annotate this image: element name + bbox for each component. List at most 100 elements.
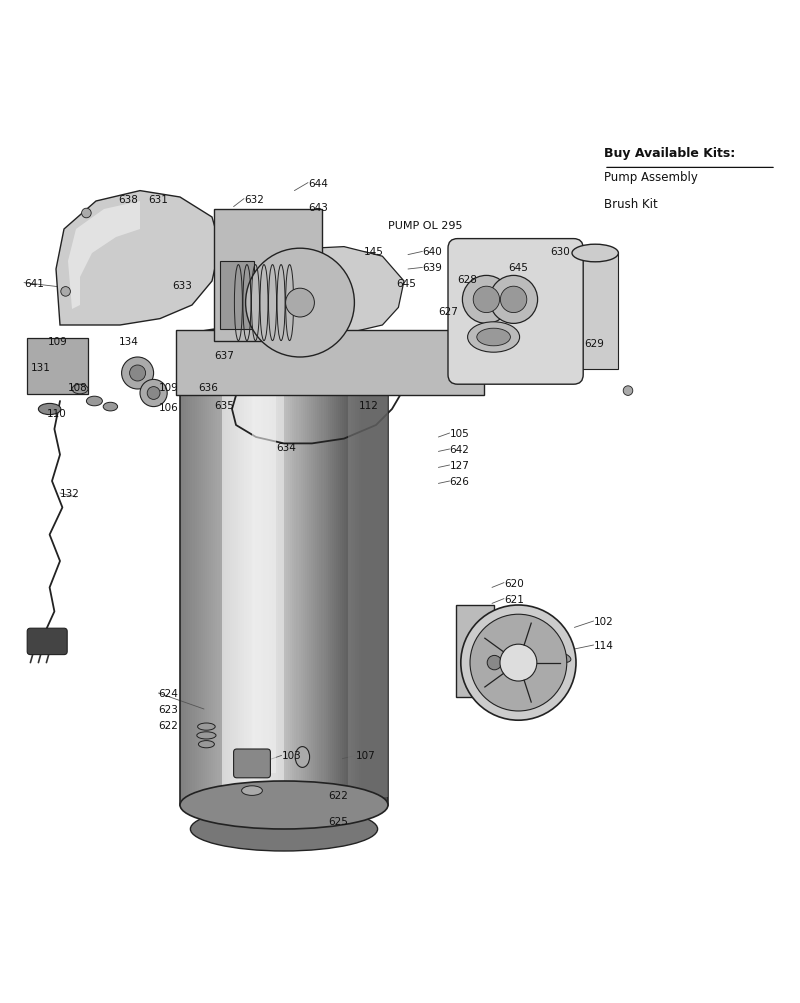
Text: 109: 109 xyxy=(48,337,68,347)
Polygon shape xyxy=(207,342,209,805)
Polygon shape xyxy=(342,342,344,805)
Polygon shape xyxy=(378,342,380,805)
Polygon shape xyxy=(371,342,374,805)
Text: 110: 110 xyxy=(46,408,66,418)
Circle shape xyxy=(140,380,167,407)
Polygon shape xyxy=(323,342,326,805)
Polygon shape xyxy=(68,202,140,310)
Polygon shape xyxy=(336,342,338,805)
Polygon shape xyxy=(315,342,318,805)
Text: 105: 105 xyxy=(450,428,470,438)
Polygon shape xyxy=(260,248,404,334)
Text: 633: 633 xyxy=(172,281,192,291)
Polygon shape xyxy=(301,342,302,805)
Polygon shape xyxy=(326,342,328,805)
FancyBboxPatch shape xyxy=(214,210,322,342)
Polygon shape xyxy=(284,342,286,805)
Circle shape xyxy=(61,287,70,297)
Text: 109: 109 xyxy=(158,383,178,393)
Polygon shape xyxy=(313,342,315,805)
Polygon shape xyxy=(311,342,313,805)
Polygon shape xyxy=(386,342,388,805)
Polygon shape xyxy=(332,342,334,805)
Polygon shape xyxy=(328,342,330,805)
Text: 640: 640 xyxy=(422,247,442,257)
Circle shape xyxy=(623,386,633,396)
Polygon shape xyxy=(348,350,388,797)
Polygon shape xyxy=(307,342,309,805)
Polygon shape xyxy=(302,342,305,805)
FancyBboxPatch shape xyxy=(27,629,67,655)
Ellipse shape xyxy=(242,786,262,795)
Text: 131: 131 xyxy=(30,362,50,372)
Ellipse shape xyxy=(86,397,102,406)
Polygon shape xyxy=(252,366,276,773)
Polygon shape xyxy=(194,342,197,805)
Polygon shape xyxy=(278,342,280,805)
Polygon shape xyxy=(245,342,246,805)
Polygon shape xyxy=(193,342,194,805)
Ellipse shape xyxy=(103,403,118,411)
Circle shape xyxy=(462,276,510,324)
Polygon shape xyxy=(257,342,259,805)
Circle shape xyxy=(500,645,537,681)
Text: 624: 624 xyxy=(158,688,178,698)
Text: 114: 114 xyxy=(594,640,614,650)
Text: 134: 134 xyxy=(118,337,138,347)
Text: 108: 108 xyxy=(68,383,88,393)
Polygon shape xyxy=(215,342,218,805)
Text: 638: 638 xyxy=(118,195,138,205)
Polygon shape xyxy=(253,342,255,805)
Circle shape xyxy=(122,358,154,389)
Polygon shape xyxy=(238,342,240,805)
Circle shape xyxy=(461,606,576,720)
Circle shape xyxy=(487,656,502,670)
Polygon shape xyxy=(294,342,297,805)
Polygon shape xyxy=(363,342,365,805)
Text: Buy Available Kits:: Buy Available Kits: xyxy=(604,147,735,160)
Text: 132: 132 xyxy=(60,488,80,498)
Text: 629: 629 xyxy=(584,338,604,348)
Polygon shape xyxy=(198,342,201,805)
Polygon shape xyxy=(322,342,323,805)
Polygon shape xyxy=(374,342,375,805)
Polygon shape xyxy=(380,342,382,805)
Polygon shape xyxy=(182,342,184,805)
Text: 630: 630 xyxy=(550,247,570,257)
FancyBboxPatch shape xyxy=(27,338,88,394)
Polygon shape xyxy=(242,342,245,805)
Ellipse shape xyxy=(72,385,88,394)
Text: 620: 620 xyxy=(504,578,524,588)
Text: 632: 632 xyxy=(244,195,264,205)
Polygon shape xyxy=(318,342,319,805)
Polygon shape xyxy=(349,342,350,805)
FancyBboxPatch shape xyxy=(220,262,254,330)
Text: 635: 635 xyxy=(214,400,234,410)
Text: 636: 636 xyxy=(198,383,218,393)
Text: 642: 642 xyxy=(450,444,470,454)
FancyBboxPatch shape xyxy=(176,330,484,396)
Polygon shape xyxy=(56,192,220,326)
Ellipse shape xyxy=(477,329,510,346)
Polygon shape xyxy=(290,342,292,805)
Polygon shape xyxy=(270,342,271,805)
Polygon shape xyxy=(280,342,282,805)
FancyBboxPatch shape xyxy=(456,606,494,697)
Text: Pump Assembly: Pump Assembly xyxy=(604,172,698,185)
Polygon shape xyxy=(250,342,253,805)
Polygon shape xyxy=(286,342,288,805)
Polygon shape xyxy=(367,342,370,805)
Text: 103: 103 xyxy=(282,750,302,760)
Polygon shape xyxy=(222,342,224,805)
Polygon shape xyxy=(353,342,354,805)
Polygon shape xyxy=(288,342,290,805)
Polygon shape xyxy=(219,342,222,805)
Ellipse shape xyxy=(180,781,388,829)
Text: 623: 623 xyxy=(158,704,178,714)
Text: 626: 626 xyxy=(450,476,470,486)
Polygon shape xyxy=(350,342,353,805)
Polygon shape xyxy=(309,342,311,805)
Polygon shape xyxy=(357,342,359,805)
Polygon shape xyxy=(240,342,242,805)
Circle shape xyxy=(147,387,160,400)
